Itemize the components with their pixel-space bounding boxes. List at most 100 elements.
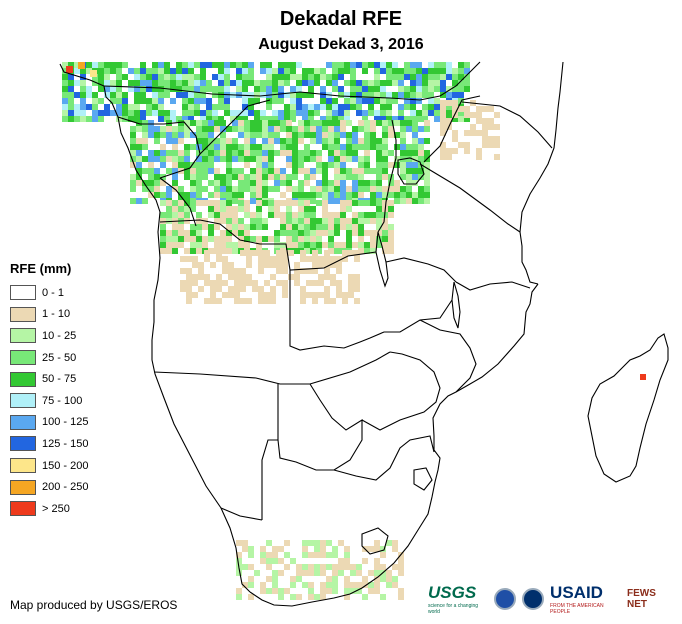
rain-cell xyxy=(140,86,146,92)
rain-cell xyxy=(232,242,238,248)
rain-cell xyxy=(446,154,452,160)
rain-cell xyxy=(312,250,318,256)
rain-cell xyxy=(416,92,422,98)
rain-cell xyxy=(214,186,220,192)
rain-cell xyxy=(196,248,202,254)
rain-cell xyxy=(202,200,208,206)
rain-cell xyxy=(276,250,282,256)
rain-cell xyxy=(346,242,352,248)
rain-cell xyxy=(98,62,104,68)
rain-cell xyxy=(422,110,428,116)
rain-cell xyxy=(340,200,346,206)
rain-cell xyxy=(392,564,398,570)
rain-cell xyxy=(304,120,310,126)
rain-cell xyxy=(258,250,264,256)
rain-cell xyxy=(296,576,302,582)
rain-cell xyxy=(158,74,164,80)
rain-cell xyxy=(302,110,308,116)
rain-cell xyxy=(358,242,364,248)
rain-cell xyxy=(424,138,430,144)
rain-cell xyxy=(158,104,164,110)
rain-cell xyxy=(386,98,392,104)
rain-cell xyxy=(398,74,404,80)
rain-cell xyxy=(262,200,268,206)
rain-cell xyxy=(424,186,430,192)
legend-item: 125 - 150 xyxy=(10,433,88,455)
rain-cell xyxy=(340,120,346,126)
rain-cell xyxy=(302,92,308,98)
rain-cell xyxy=(400,192,406,198)
rain-cell xyxy=(130,186,136,192)
rain-cell xyxy=(238,150,244,156)
rain-cell xyxy=(224,62,230,68)
rain-cell xyxy=(314,546,320,552)
rain-cell xyxy=(196,168,202,174)
rain-cell xyxy=(356,86,362,92)
rain-cell xyxy=(412,120,418,126)
rain-cell xyxy=(346,192,352,198)
legend-swatch xyxy=(10,414,36,430)
rain-cell xyxy=(306,292,312,298)
rain-cell xyxy=(166,212,172,218)
rain-cell xyxy=(268,174,274,180)
rain-cell xyxy=(184,230,190,236)
rain-cell xyxy=(206,80,212,86)
rain-cell xyxy=(310,150,316,156)
rain-cell xyxy=(380,546,386,552)
rain-cell xyxy=(418,126,424,132)
rain-cell xyxy=(464,106,470,112)
rain-cell xyxy=(220,206,226,212)
rain-cell xyxy=(376,168,382,174)
rain-cell xyxy=(292,218,298,224)
rain-cell xyxy=(350,570,356,576)
rain-cell xyxy=(434,116,440,122)
rain-cell xyxy=(260,588,266,594)
rain-cell xyxy=(226,248,232,254)
rain-cell xyxy=(382,192,388,198)
rain-cell xyxy=(262,174,268,180)
rain-cell xyxy=(260,86,266,92)
rain-cell xyxy=(428,98,434,104)
rain-cell xyxy=(458,106,464,112)
rain-cell xyxy=(68,74,74,80)
rain-cell xyxy=(326,552,332,558)
rain-cell xyxy=(172,174,178,180)
rain-cell xyxy=(344,546,350,552)
rain-cell xyxy=(148,132,154,138)
legend-label: 125 - 150 xyxy=(42,437,89,450)
rain-cell xyxy=(250,174,256,180)
rain-cell xyxy=(400,126,406,132)
rain-cell xyxy=(196,212,202,218)
rain-cell xyxy=(334,120,340,126)
rain-cell xyxy=(244,150,250,156)
coastline-east xyxy=(519,61,564,285)
rain-cell xyxy=(222,268,228,274)
rain-cell xyxy=(446,148,452,154)
rain-cell xyxy=(284,80,290,86)
rain-cell xyxy=(170,68,176,74)
rain-cell xyxy=(256,174,262,180)
rain-cell xyxy=(136,198,142,204)
rain-cell xyxy=(292,212,298,218)
rain-cell xyxy=(326,62,332,68)
rain-cell xyxy=(290,110,296,116)
rain-cell xyxy=(294,268,300,274)
rain-cell xyxy=(334,144,340,150)
rain-cell xyxy=(260,116,266,122)
rain-cell xyxy=(214,156,220,162)
rain-cell xyxy=(382,248,388,254)
rain-cell xyxy=(210,280,216,286)
rain-cell xyxy=(254,116,260,122)
rain-cell xyxy=(358,224,364,230)
rain-cell xyxy=(290,582,296,588)
rain-cell xyxy=(62,68,68,74)
rain-cell xyxy=(290,594,296,600)
rain-cell xyxy=(86,104,92,110)
rain-cell xyxy=(278,570,284,576)
rain-cell xyxy=(200,110,206,116)
legend-label: 1 - 10 xyxy=(42,308,71,321)
rain-cell xyxy=(482,118,488,124)
rain-cell xyxy=(310,120,316,126)
rain-cell xyxy=(272,558,278,564)
rain-cell xyxy=(370,168,376,174)
